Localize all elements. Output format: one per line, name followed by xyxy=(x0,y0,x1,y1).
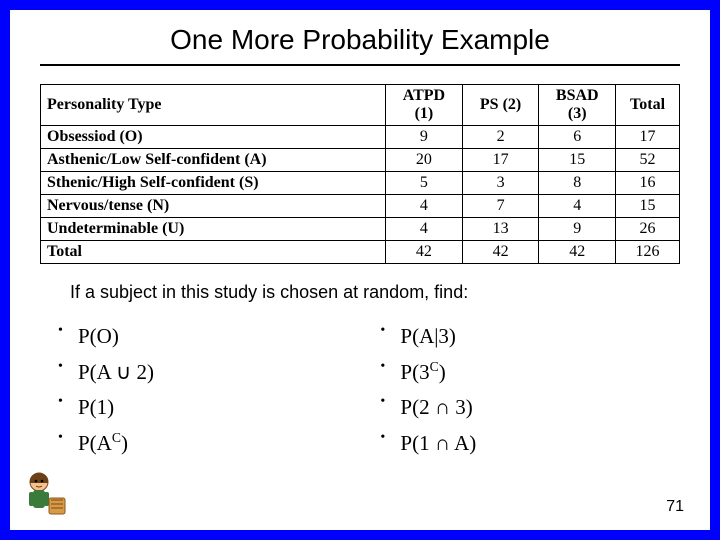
cell: 9 xyxy=(539,218,616,241)
cell: 7 xyxy=(462,195,539,218)
table-row: Sthenic/High Self-confident (S) 5 3 8 16 xyxy=(41,172,680,195)
expr: P(A xyxy=(78,431,112,455)
table-header-row: Personality Type ATPD (1) PS (2) BSAD (3… xyxy=(41,85,680,126)
row-label: Nervous/tense (N) xyxy=(41,195,386,218)
table-container: Personality Type ATPD (1) PS (2) BSAD (3… xyxy=(10,84,710,264)
right-column: P(A|3) P(3C) P(2 ∩ 3) P(1 ∩ A) xyxy=(372,319,670,462)
row-label: Obsessiod (O) xyxy=(41,126,386,149)
list-item: P(A ∪ 2) xyxy=(50,355,372,391)
cell: 15 xyxy=(616,195,680,218)
expr: P(1) xyxy=(78,395,114,419)
expr-sup: C xyxy=(430,359,439,374)
cell: 26 xyxy=(616,218,680,241)
row-label: Asthenic/Low Self-confident (A) xyxy=(41,149,386,172)
expr: P(2 ∩ 3) xyxy=(400,395,472,419)
cell: 4 xyxy=(386,218,463,241)
table-row-total: Total 42 42 42 126 xyxy=(41,241,680,264)
list-item: P(A|3) xyxy=(372,319,670,355)
cell: 20 xyxy=(386,149,463,172)
cell: 126 xyxy=(616,241,680,264)
slide: One More Probability Example Personality… xyxy=(10,10,710,530)
table-row: Asthenic/Low Self-confident (A) 20 17 15… xyxy=(41,149,680,172)
list-item: P(AC) xyxy=(50,426,372,462)
title-underline xyxy=(40,64,680,66)
cell: 17 xyxy=(616,126,680,149)
row-label: Undeterminable (U) xyxy=(41,218,386,241)
row-label: Sthenic/High Self-confident (S) xyxy=(41,172,386,195)
list-item: P(1) xyxy=(50,390,372,426)
list-item: P(3C) xyxy=(372,355,670,391)
table-body: Obsessiod (O) 9 2 6 17 Asthenic/Low Self… xyxy=(41,126,680,264)
col-atpd: ATPD (1) xyxy=(386,85,463,126)
cell: 15 xyxy=(539,149,616,172)
expr: P(1 ∩ A) xyxy=(400,431,476,455)
cell: 42 xyxy=(462,241,539,264)
expr: P(3 xyxy=(400,360,429,384)
bullet-columns: P(O) P(A ∪ 2) P(1) P(AC) P(A|3) P(3C) P(… xyxy=(10,313,710,462)
list-item: P(O) xyxy=(50,319,372,355)
cell: 5 xyxy=(386,172,463,195)
prompt-text: If a subject in this study is chosen at … xyxy=(10,264,710,313)
cell: 52 xyxy=(616,149,680,172)
cell: 16 xyxy=(616,172,680,195)
expr-sup: C xyxy=(112,430,121,445)
right-list: P(A|3) P(3C) P(2 ∩ 3) P(1 ∩ A) xyxy=(372,319,670,462)
cell: 8 xyxy=(539,172,616,195)
expr: P(A ∪ 2) xyxy=(78,360,154,384)
cell: 4 xyxy=(539,195,616,218)
data-table: Personality Type ATPD (1) PS (2) BSAD (3… xyxy=(40,84,680,264)
cell: 17 xyxy=(462,149,539,172)
expr-post: ) xyxy=(121,431,128,455)
cell: 42 xyxy=(539,241,616,264)
expr: P(O) xyxy=(78,324,119,348)
cell: 2 xyxy=(462,126,539,149)
row-label: Total xyxy=(41,241,386,264)
clipart-icon xyxy=(24,468,66,518)
cell: 4 xyxy=(386,195,463,218)
page-number: 71 xyxy=(666,498,684,516)
cell: 42 xyxy=(386,241,463,264)
table-row: Nervous/tense (N) 4 7 4 15 xyxy=(41,195,680,218)
expr: P(A|3) xyxy=(400,324,456,348)
cell: 3 xyxy=(462,172,539,195)
table-row: Undeterminable (U) 4 13 9 26 xyxy=(41,218,680,241)
list-item: P(2 ∩ 3) xyxy=(372,390,670,426)
list-item: P(1 ∩ A) xyxy=(372,426,670,462)
col-bsad: BSAD (3) xyxy=(539,85,616,126)
col-ps: PS (2) xyxy=(462,85,539,126)
slide-title: One More Probability Example xyxy=(10,10,710,64)
cell: 6 xyxy=(539,126,616,149)
col-total: Total xyxy=(616,85,680,126)
left-column: P(O) P(A ∪ 2) P(1) P(AC) xyxy=(50,319,372,462)
col-personality-type: Personality Type xyxy=(41,85,386,126)
expr-post: ) xyxy=(439,360,446,384)
cell: 9 xyxy=(386,126,463,149)
left-list: P(O) P(A ∪ 2) P(1) P(AC) xyxy=(50,319,372,462)
cell: 13 xyxy=(462,218,539,241)
table-row: Obsessiod (O) 9 2 6 17 xyxy=(41,126,680,149)
